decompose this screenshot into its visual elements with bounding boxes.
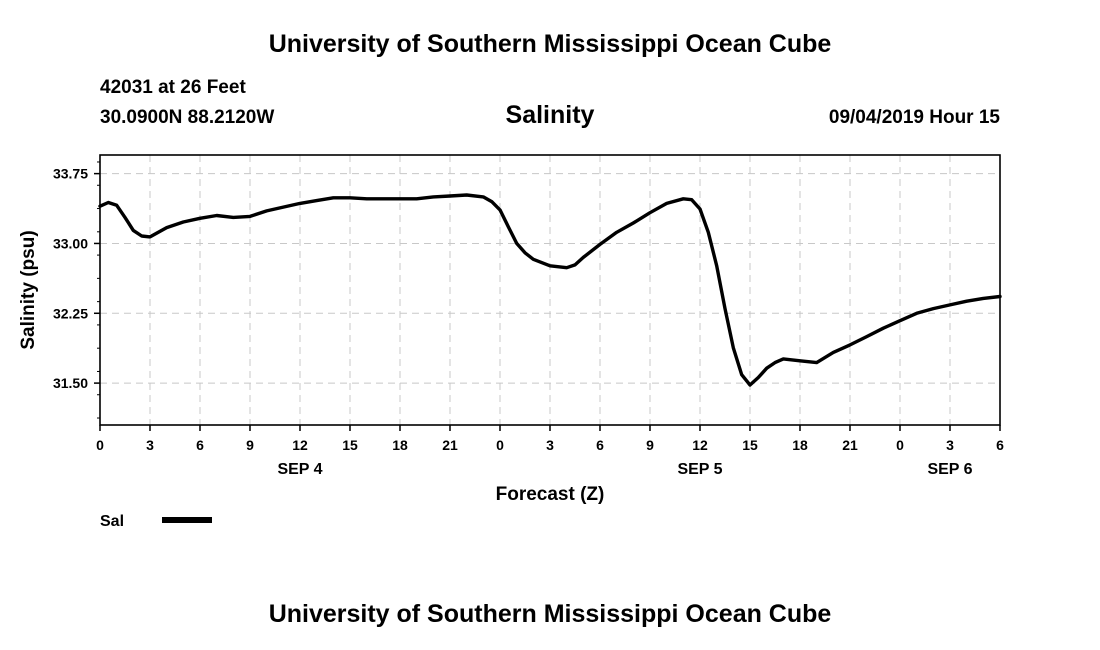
x-tick-label: 9 [246, 437, 254, 453]
x-tick-label: 6 [996, 437, 1004, 453]
x-tick-label: 18 [792, 437, 808, 453]
x-tick-label: 3 [546, 437, 554, 453]
date-labels: SEP 4 SEP 5 SEP 6 [277, 461, 972, 478]
x-tick-label: 21 [842, 437, 858, 453]
date-label: SEP 6 [927, 461, 972, 478]
legend-label: Sal [100, 513, 124, 530]
station-id: 42031 at 26 Feet [100, 77, 246, 98]
x-tick-label: 18 [392, 437, 408, 453]
station-coordinates: 30.0900N 88.2120W [100, 107, 275, 128]
x-tick-label: 3 [146, 437, 154, 453]
y-tick-label: 32.25 [53, 305, 88, 321]
forecast-timestamp: 09/04/2019 Hour 15 [828, 107, 1000, 128]
x-axis: 0 3 6 9 12 15 18 21 0 3 6 9 12 15 18 21 0 3 6 [96, 425, 1004, 453]
x-tick-label: 0 [496, 437, 504, 453]
x-tick-label: 15 [742, 437, 758, 453]
x-tick-label: 6 [596, 437, 604, 453]
grid-lines [100, 155, 1000, 425]
y-axis-title: Salinity (psu) [18, 230, 39, 349]
y-tick-label: 33.00 [53, 235, 88, 251]
x-tick-label: 3 [946, 437, 954, 453]
x-tick-label: 15 [342, 437, 358, 453]
x-tick-label: 6 [196, 437, 204, 453]
x-tick-label: 12 [692, 437, 708, 453]
x-tick-label: 9 [646, 437, 654, 453]
x-axis-title: Forecast (Z) [496, 484, 605, 505]
date-label: SEP 4 [277, 461, 322, 478]
y-axis: 31.50 32.25 33.00 33.75 [53, 161, 100, 419]
date-label: SEP 5 [677, 461, 722, 478]
series-line-sal [98, 193, 1002, 387]
chart-title: Salinity [505, 101, 595, 129]
y-tick-label: 31.50 [53, 375, 88, 391]
page-title-top: University of Southern Mississippi Ocean… [268, 30, 832, 58]
y-tick-label: 33.75 [53, 166, 88, 182]
x-tick-label: 0 [96, 437, 104, 453]
page-title-bottom: University of Southern Mississippi Ocean… [268, 600, 832, 628]
x-tick-label: 12 [292, 437, 308, 453]
x-tick-label: 21 [442, 437, 458, 453]
x-tick-label: 0 [896, 437, 904, 453]
